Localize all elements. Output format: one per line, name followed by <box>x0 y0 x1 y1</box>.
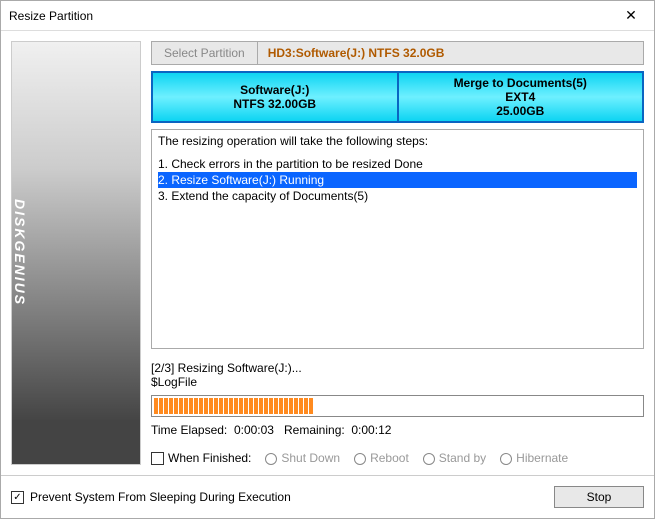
radio-icon <box>354 453 366 465</box>
close-icon[interactable]: ✕ <box>616 7 646 24</box>
step-item: 2. Resize Software(J:) Running <box>158 172 637 188</box>
remaining-label: Remaining: <box>284 423 345 437</box>
remaining-value: 0:00:12 <box>351 423 391 437</box>
finish-option-label: Shut Down <box>281 451 340 465</box>
radio-icon <box>500 453 512 465</box>
partition-name: Software(J:) <box>240 83 309 97</box>
brand-sidebar-image: DISKGENIUS <box>11 41 141 465</box>
when-finished-label: When Finished: <box>168 451 251 465</box>
finish-option[interactable]: Shut Down <box>265 451 340 465</box>
status-line1: [2/3] Resizing Software(J:)... <box>151 361 644 375</box>
partition-target: Merge to Documents(5) EXT4 25.00GB <box>399 73 643 121</box>
tab-row: Select Partition HD3:Software(J:) NTFS 3… <box>151 41 644 65</box>
progress-fill <box>154 398 313 414</box>
finish-option[interactable]: Reboot <box>354 451 409 465</box>
brand-text: DISKGENIUS <box>12 199 28 306</box>
step-item: 3. Extend the capacity of Documents(5) <box>158 188 637 204</box>
status-line2: $LogFile <box>151 375 644 389</box>
main-panel: Select Partition HD3:Software(J:) NTFS 3… <box>151 41 644 465</box>
dialog-body: DISKGENIUS Select Partition HD3:Software… <box>1 31 654 475</box>
partition-bar: Software(J:) NTFS 32.00GB Merge to Docum… <box>151 71 644 123</box>
finish-option-label: Reboot <box>370 451 409 465</box>
partition-name: Merge to Documents(5) <box>454 76 587 90</box>
titlebar: Resize Partition ✕ <box>1 1 654 31</box>
status-block: [2/3] Resizing Software(J:)... $LogFile … <box>151 355 644 465</box>
when-finished-row: When Finished: Shut Down Reboot Stand by Hi… <box>151 451 644 465</box>
select-partition-tab: Select Partition <box>152 42 258 64</box>
finish-option[interactable]: Stand by <box>423 451 486 465</box>
partition-source: Software(J:) NTFS 32.00GB <box>153 73 399 121</box>
time-elapsed-label: Time Elapsed: <box>151 423 227 437</box>
prevent-sleep-label: Prevent System From Sleeping During Exec… <box>30 490 291 504</box>
steps-panel: The resizing operation will take the fol… <box>151 129 644 349</box>
finish-option-label: Hibernate <box>516 451 568 465</box>
when-finished-checkbox[interactable]: When Finished: <box>151 451 251 465</box>
radio-icon <box>423 453 435 465</box>
step-item: 1. Check errors in the partition to be r… <box>158 156 637 172</box>
progress-bar <box>151 395 644 417</box>
stop-button[interactable]: Stop <box>554 486 644 508</box>
partition-info-label: HD3:Software(J:) NTFS 32.0GB <box>258 46 455 60</box>
steps-intro: The resizing operation will take the fol… <box>158 134 637 148</box>
finish-option[interactable]: Hibernate <box>500 451 568 465</box>
timing-row: Time Elapsed: 0:00:03 Remaining: 0:00:12 <box>151 423 644 437</box>
partition-detail: NTFS 32.00GB <box>233 97 316 111</box>
time-elapsed-value: 0:00:03 <box>234 423 274 437</box>
resize-partition-window: Resize Partition ✕ DISKGENIUS Select Par… <box>0 0 655 519</box>
finish-option-label: Stand by <box>439 451 486 465</box>
footer: ✓ Prevent System From Sleeping During Ex… <box>1 475 654 518</box>
radio-icon <box>265 453 277 465</box>
prevent-sleep-checkbox[interactable]: ✓ <box>11 491 24 504</box>
partition-detail: EXT4 <box>505 90 535 104</box>
window-title: Resize Partition <box>9 9 616 23</box>
partition-detail2: 25.00GB <box>496 104 544 118</box>
